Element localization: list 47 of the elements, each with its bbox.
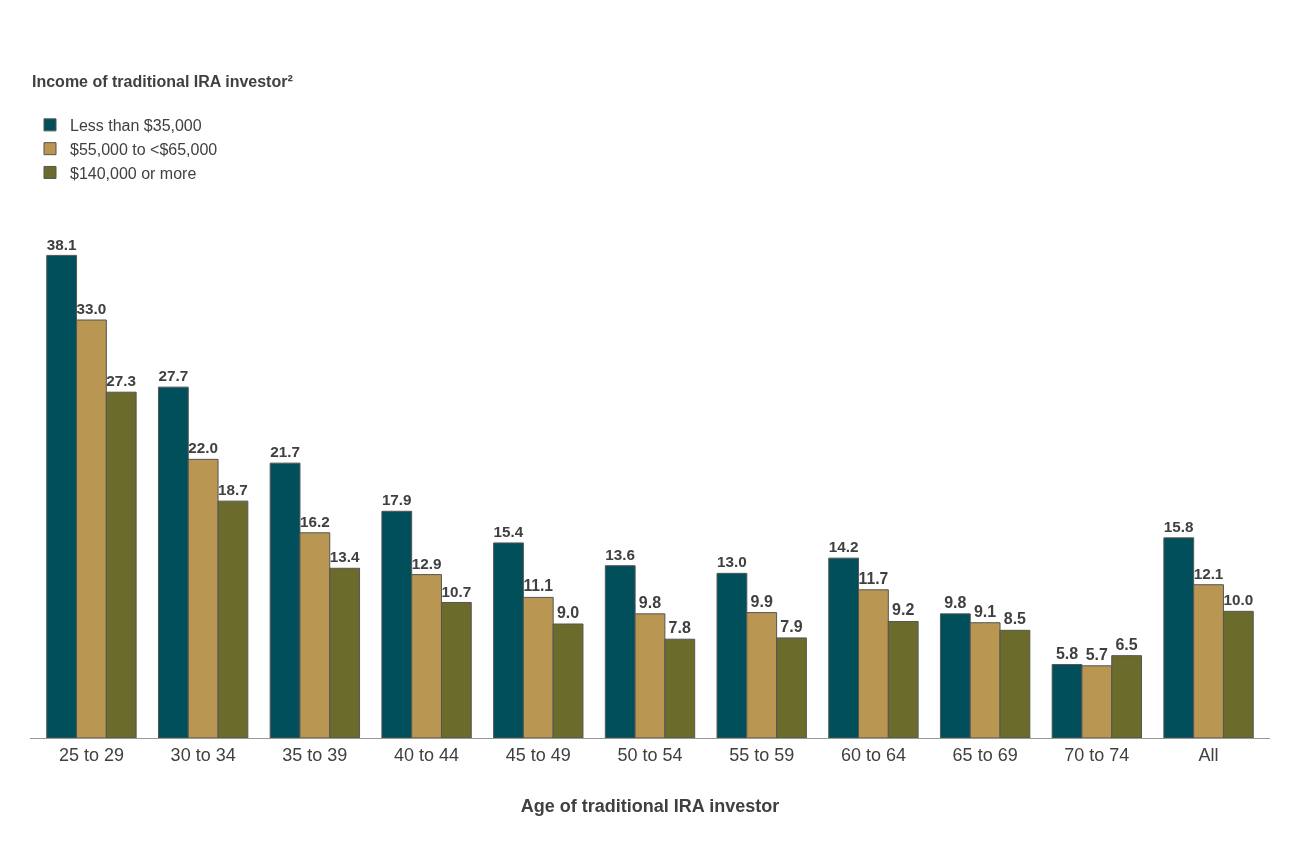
legend-label: $55,000 to <$65,000: [70, 140, 218, 158]
data-label: 9.8: [944, 593, 967, 611]
data-label: 9.2: [892, 601, 915, 619]
data-label: 9.0: [556, 604, 580, 621]
data-label: 13.6: [605, 545, 636, 563]
data-label: 6.5: [1115, 635, 1138, 653]
x-tick-label: 45 to 49: [505, 744, 571, 765]
x-axis-title: Age of traditional IRA investor: [520, 795, 780, 816]
x-tick-label: 50 to 54: [617, 744, 683, 765]
x-tick-label: 55 to 59: [729, 744, 795, 765]
data-label: 21.7: [270, 443, 300, 461]
data-label: 27.7: [158, 367, 189, 385]
data-label: 15.8: [1163, 518, 1195, 536]
data-label: 5.7: [1085, 645, 1109, 663]
data-label: 8.5: [1003, 610, 1027, 628]
data-label: 10.7: [441, 582, 472, 600]
x-tick-label: 35 to 39: [282, 744, 348, 765]
data-label: 11.7: [858, 569, 889, 587]
data-label: 9.9: [750, 592, 773, 610]
data-label: 18.7: [218, 481, 248, 499]
x-tick-label: 40 to 44: [394, 744, 460, 765]
data-label: 13.0: [717, 553, 747, 571]
legend-label: Less than $35,000: [70, 117, 202, 135]
x-tick-label: 60 to 64: [840, 744, 906, 765]
x-tick-label: 70 to 74: [1064, 744, 1130, 765]
data-label: 9.1: [973, 602, 997, 620]
data-label: 12.9: [411, 554, 442, 572]
legend-title: Income of traditional IRA investor²: [32, 73, 293, 91]
data-label: 5.8: [1055, 644, 1079, 662]
data-label: 38.1: [46, 235, 77, 253]
data-label: 15.4: [493, 523, 524, 541]
data-label: 16.2: [299, 512, 330, 530]
data-label: 17.9: [381, 491, 412, 509]
data-label: 7.9: [780, 617, 803, 635]
x-tick-label: 65 to 69: [952, 744, 1018, 765]
x-tick-label: 30 to 34: [170, 744, 236, 765]
data-label: 11.1: [523, 577, 554, 595]
data-label: 33.0: [76, 300, 107, 318]
data-label: 14.2: [828, 538, 859, 556]
data-label: 13.4: [329, 548, 360, 566]
data-label: 9.8: [638, 593, 662, 611]
data-label: 10.0: [1223, 591, 1254, 609]
data-label: 12.1: [1193, 564, 1224, 582]
x-tick-label: All: [1198, 744, 1219, 765]
data-label: 7.8: [668, 619, 691, 637]
legend-label: $140,000 or more: [70, 164, 197, 182]
x-tick-label: 25 to 29: [58, 744, 124, 765]
